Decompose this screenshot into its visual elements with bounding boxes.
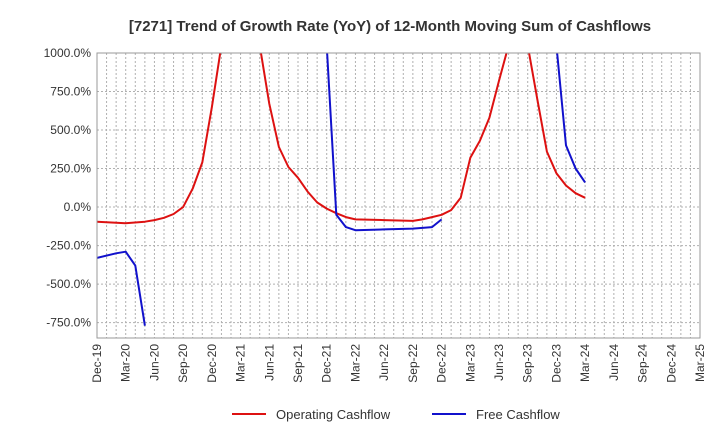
x-tick-label: Jun-20 bbox=[147, 344, 161, 381]
x-tick-label: Mar-21 bbox=[234, 344, 248, 382]
series-line bbox=[528, 53, 586, 199]
y-tick-label: 0.0% bbox=[64, 200, 92, 214]
x-tick-label: Sep-22 bbox=[406, 344, 420, 383]
x-tick-label: Dec-21 bbox=[320, 344, 334, 383]
series-line bbox=[259, 53, 508, 222]
y-tick-label: 1000.0% bbox=[44, 46, 92, 60]
x-axis: Dec-19 Mar-20 Jun-20 Sep-20 Dec-20 Mar-21 Jun-… bbox=[90, 344, 707, 383]
y-tick-label: 750.0% bbox=[50, 85, 91, 99]
x-tick-label: Dec-22 bbox=[435, 344, 449, 383]
x-tick-label: Dec-20 bbox=[205, 344, 219, 383]
x-tick-label: Mar-23 bbox=[463, 344, 477, 382]
x-tick-label: Dec-24 bbox=[664, 344, 678, 383]
x-tick-label: Mar-22 bbox=[348, 344, 362, 382]
x-tick-label: Sep-23 bbox=[521, 344, 535, 383]
series-line bbox=[326, 53, 443, 232]
x-tick-label: Jun-24 bbox=[607, 344, 621, 381]
x-tick-label: Jun-23 bbox=[492, 344, 506, 381]
x-tick-label: Mar-24 bbox=[578, 344, 592, 382]
y-tick-label: 500.0% bbox=[50, 123, 91, 137]
x-tick-label: Mar-25 bbox=[693, 344, 707, 382]
series-line bbox=[97, 250, 146, 326]
x-tick-label: Jun-22 bbox=[377, 344, 391, 381]
grid bbox=[96, 52, 701, 338]
series-line bbox=[97, 53, 222, 225]
series-free-cashflow bbox=[97, 53, 586, 326]
series-operating-cashflow bbox=[97, 53, 586, 225]
x-tick-label: Sep-20 bbox=[176, 344, 190, 383]
plot-area bbox=[97, 53, 586, 326]
x-tick-label: Dec-23 bbox=[549, 344, 563, 383]
y-tick-label: -250.0% bbox=[46, 239, 91, 253]
plot-frame bbox=[96, 52, 701, 339]
y-tick-label: 250.0% bbox=[50, 162, 91, 176]
legend-label: Free Cashflow bbox=[476, 407, 560, 422]
x-tick-label: Jun-21 bbox=[262, 344, 276, 381]
y-tick-label: -500.0% bbox=[46, 277, 91, 291]
series-line bbox=[556, 53, 586, 183]
legend: Operating Cashflow Free Cashflow bbox=[232, 407, 560, 422]
y-tick-label: -750.0% bbox=[46, 316, 91, 330]
x-tick-label: Sep-24 bbox=[636, 344, 650, 383]
x-tick-label: Mar-20 bbox=[119, 344, 133, 382]
chart-title: [7271] Trend of Growth Rate (YoY) of 12-… bbox=[129, 18, 651, 35]
legend-label: Operating Cashflow bbox=[276, 407, 391, 422]
x-tick-label: Dec-19 bbox=[90, 344, 104, 383]
x-tick-label: Sep-21 bbox=[291, 344, 305, 383]
y-axis: 1000.0% 750.0% 500.0% 250.0% 0.0% -250.0% -500… bbox=[44, 46, 92, 330]
